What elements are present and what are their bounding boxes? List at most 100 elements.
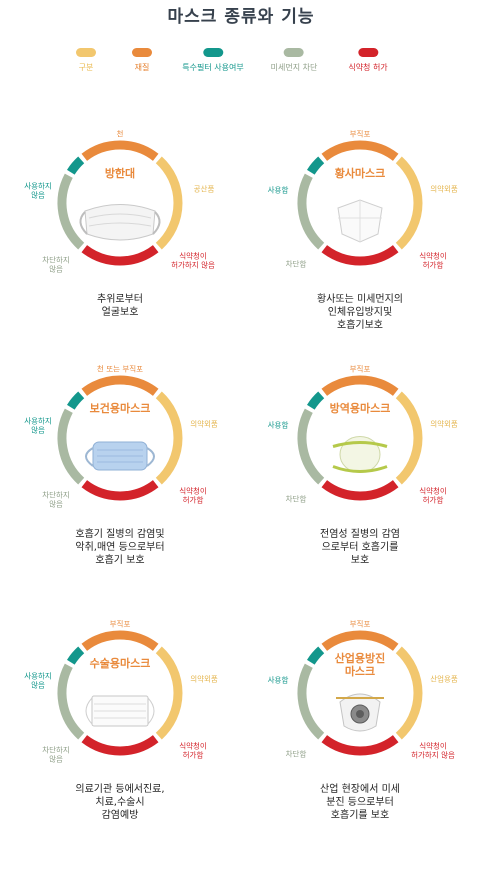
label-filter: 사용함 [267, 675, 289, 685]
ring-segment [321, 735, 399, 756]
ring-segment [395, 156, 423, 250]
legend-swatch [76, 48, 96, 57]
mask-name: 산업용방진 마스크 [334, 652, 386, 679]
ring-segment [155, 391, 183, 485]
legend-item-dust: 미세먼지 차단 [270, 48, 318, 73]
ring-segment [81, 735, 159, 756]
label-material: 부직포 [349, 364, 371, 374]
mask-description: 추위로부터 얼굴보호 [97, 294, 143, 318]
label-dust: 차단함 [285, 259, 307, 269]
ring-segment [81, 140, 159, 161]
label-filter: 사용하지 않음 [24, 181, 52, 199]
mask-name: 방역용마스크 [329, 402, 391, 415]
label-material: 천 또는 부직포 [96, 364, 144, 374]
label-kfda: 식약청이 허가함 [179, 741, 207, 759]
label-category: 산업용품 [430, 674, 458, 684]
ring-chart [297, 140, 423, 266]
label-filter: 사용하지 않음 [24, 416, 52, 434]
mask-card: 보건용마스크 천 또는 부직포 의약외품 식약청이 허가함 차단하지 않음 사용하지 않음… [0, 360, 240, 615]
label-material: 부직포 [109, 619, 131, 629]
label-filter: 사용하지 않음 [24, 671, 52, 689]
legend-swatch [132, 48, 152, 57]
ring-segment [66, 156, 85, 175]
valve-respirator-icon [330, 684, 390, 742]
ring-segment [297, 173, 325, 250]
ring-segment [155, 156, 183, 250]
mask-description: 의료기관 등에서진료, 치료,수술시 감염예방 [75, 784, 165, 821]
health-mask-icon [75, 436, 165, 480]
label-kfda: 식약청이 허가하지 않음 [171, 251, 215, 269]
label-dust: 차단함 [285, 749, 307, 759]
ring-segment [321, 375, 399, 396]
mask-card: 황사마스크 부직포 의약외품 식약청이 허가함 차단함 사용함 황사또는 미세먼지의 인체유… [240, 125, 480, 380]
label-kfda: 식약청이 허가함 [419, 486, 447, 504]
kf-mask-icon [330, 196, 390, 250]
ring-segment [66, 391, 85, 410]
legend-swatch [203, 48, 223, 57]
ring-segment [395, 646, 423, 740]
mask-name: 수술용마스크 [89, 657, 151, 670]
legend: 구분 재질 특수필터 사용여부 미세먼지 차단 식약청 허가 [0, 48, 482, 78]
ring-segment [306, 391, 325, 410]
ring-segment [306, 156, 325, 175]
ring-segment [81, 375, 159, 396]
ring-segment [395, 391, 423, 485]
label-category: 공산품 [193, 184, 215, 194]
label-filter: 사용함 [267, 185, 289, 195]
label-category: 의약외품 [430, 184, 458, 194]
ring-segment [306, 646, 325, 665]
mask-description: 호흡기 질병의 감염및 악취,매연 등으로부터 호흡기 보호 [75, 529, 165, 566]
ring-chart [57, 630, 183, 756]
ring-chart [57, 375, 183, 501]
label-kfda: 식약청이 허가함 [419, 251, 447, 269]
ring-segment [297, 408, 325, 485]
label-category: 의약외품 [190, 674, 218, 684]
label-dust: 차단하지 않음 [42, 255, 70, 273]
ring-chart [297, 375, 423, 501]
mask-name: 방한대 [104, 167, 136, 180]
legend-swatch [283, 48, 304, 57]
legend-label: 식약청 허가 [348, 63, 388, 72]
label-kfda: 식약청이 허가하지 않음 [411, 741, 455, 759]
legend-swatch [358, 48, 378, 57]
surgical-mask-icon [80, 688, 160, 738]
label-material: 천 [116, 129, 124, 139]
ring-segment [66, 646, 85, 665]
label-dust: 차단함 [285, 494, 307, 504]
legend-item-kfda: 식약청 허가 [348, 48, 388, 73]
mask-description: 전염성 질병의 감염 으로부터 호흡기를 보호 [320, 529, 400, 566]
legend-label: 재질 [134, 63, 150, 72]
cloth-mask-icon [75, 196, 165, 250]
label-dust: 차단하지 않음 [42, 490, 70, 508]
label-category: 의약외품 [190, 419, 218, 429]
label-category: 의약외품 [430, 419, 458, 429]
ring-segment [81, 480, 159, 501]
ring-segment [57, 408, 85, 485]
label-material: 부직포 [349, 129, 371, 139]
ring-segment [57, 663, 85, 740]
mask-card: 수술용마스크 부직포 의약외품 식약청이 허가함 차단하지 않음 사용하지 않음 의료기관 … [0, 615, 240, 870]
ring-segment [81, 630, 159, 651]
page-title: 마스크 종류와 기능 [167, 7, 315, 27]
ring-segment [297, 663, 325, 740]
legend-label: 미세먼지 차단 [270, 63, 318, 72]
legend-label: 특수필터 사용여부 [182, 63, 244, 72]
ring-chart [57, 140, 183, 266]
mask-description: 황사또는 미세먼지의 인체유입방지및 호흡기보호 [317, 294, 403, 331]
ring-segment [321, 630, 399, 651]
mask-description: 산업 현장에서 미세 분진 등으로부터 호흡기를 보호 [320, 784, 400, 821]
legend-item-category: 구분 [76, 48, 96, 73]
label-filter: 사용함 [267, 420, 289, 430]
ring-segment [321, 140, 399, 161]
label-kfda: 식약청이 허가함 [179, 486, 207, 504]
mask-name: 황사마스크 [334, 167, 386, 180]
ring-segment [81, 245, 159, 266]
legend-item-filter: 특수필터 사용여부 [182, 48, 244, 73]
label-material: 부직포 [349, 619, 371, 629]
legend-label: 구분 [78, 63, 94, 72]
ring-chart [297, 630, 423, 756]
ring-segment [57, 173, 85, 250]
